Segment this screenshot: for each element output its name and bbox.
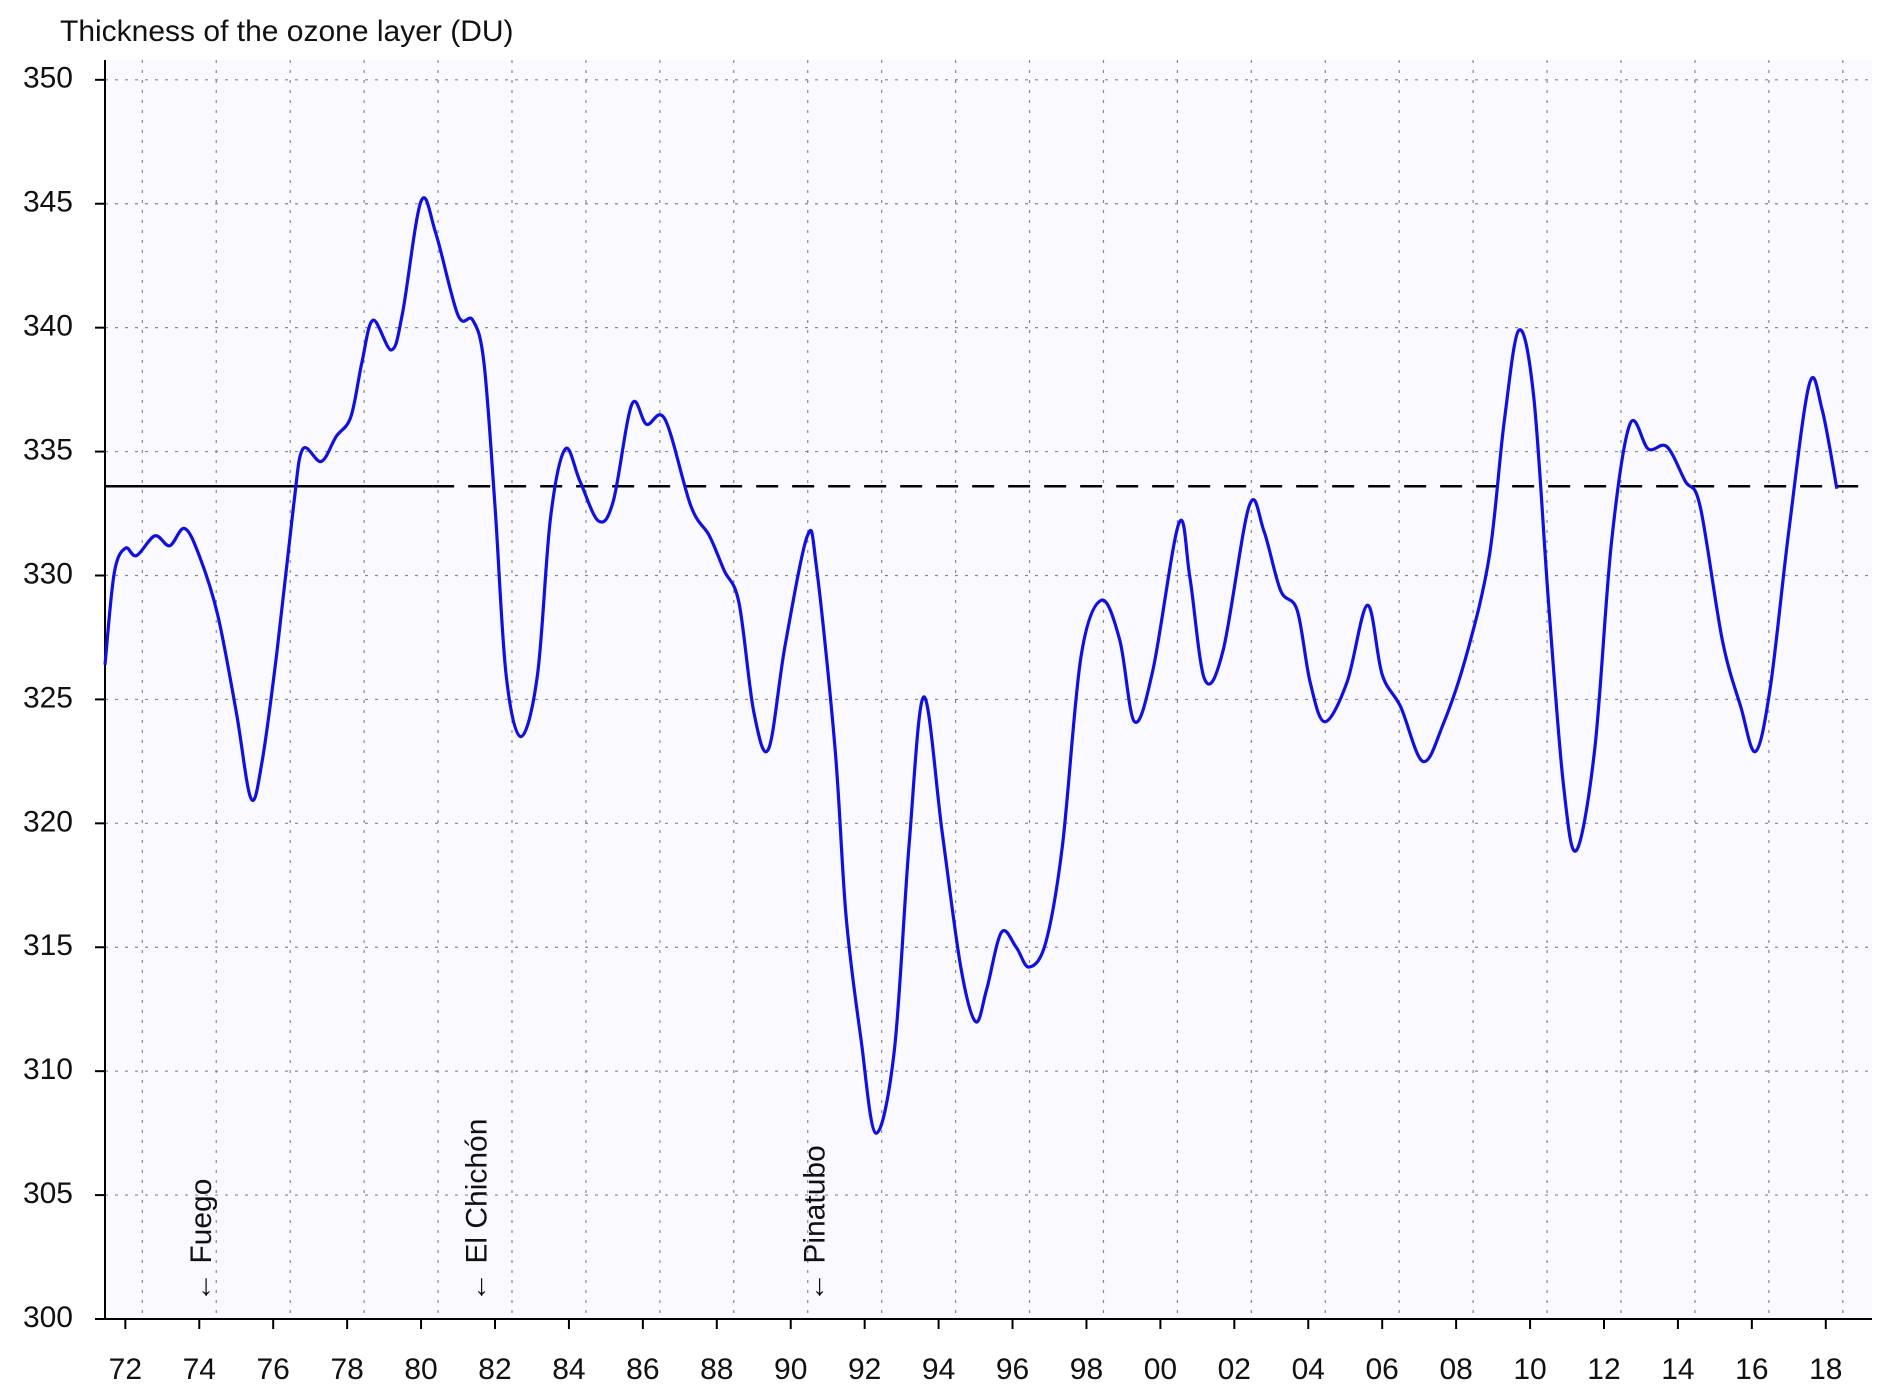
plot-area [105,60,1872,1319]
data-line [103,196,1839,1135]
y-tick-label: 330 [23,557,73,590]
y-tick-label: 305 [23,1177,73,1210]
x-tick-label: 74 [183,1353,216,1386]
annotation: ← Fuego [185,1179,218,1302]
annotation: ← Pinatubo [799,1145,832,1302]
y-tick-label: 340 [23,310,73,343]
x-tick-label: 08 [1439,1353,1472,1386]
x-tick-label: 16 [1735,1353,1768,1386]
x-tick-label: 02 [1218,1353,1251,1386]
y-tick-label: 310 [23,1053,73,1086]
x-tick-label: 00 [1144,1353,1177,1386]
x-tick-label: 80 [404,1353,437,1386]
x-tick-label: 72 [109,1353,142,1386]
x-tick-label: 98 [1070,1353,1103,1386]
x-tick-label: 78 [330,1353,363,1386]
y-tick-label: 320 [23,805,73,838]
x-tick-label: 88 [700,1353,733,1386]
x-tick-label: 18 [1809,1353,1842,1386]
x-tick-label: 84 [552,1353,585,1386]
chart-title: Thickness of the ozone layer (DU) [60,15,514,48]
y-tick-label: 335 [23,434,73,467]
x-tick-label: 92 [848,1353,881,1386]
y-tick-label: 325 [23,681,73,714]
x-tick-label: 96 [996,1353,1029,1386]
y-tick-label: 300 [23,1301,73,1334]
x-tick-label: 90 [774,1353,807,1386]
x-tick-label: 76 [257,1353,290,1386]
y-tick-label: 315 [23,929,73,962]
x-tick-label: 94 [922,1353,955,1386]
x-tick-label: 82 [478,1353,511,1386]
x-tick-label: 86 [626,1353,659,1386]
x-tick-label: 04 [1292,1353,1325,1386]
x-tick-label: 14 [1661,1353,1694,1386]
y-tick-label: 350 [23,62,73,95]
x-tick-label: 06 [1366,1353,1399,1386]
annotation: ← El Chichón [460,1119,493,1302]
x-tick-label: 10 [1513,1353,1546,1386]
y-tick-label: 345 [23,186,73,219]
x-tick-label: 12 [1587,1353,1620,1386]
